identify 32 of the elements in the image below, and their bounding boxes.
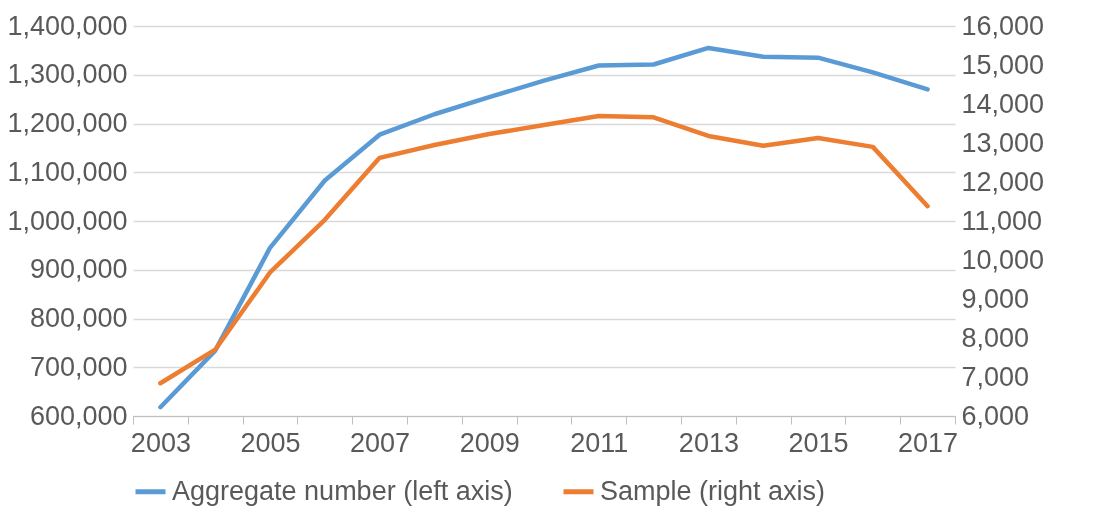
x-tick-label: 2005	[240, 427, 301, 458]
y2-tick-label: 16,000	[961, 10, 1045, 41]
y-tick-label: 900,000	[29, 254, 128, 285]
y2-tick-label: 11,000	[961, 205, 1043, 236]
x-tick-label: 2015	[788, 427, 849, 458]
y2-tick-label: 9,000	[961, 283, 1030, 314]
y2-tick-label: 15,000	[961, 49, 1045, 80]
line-series	[158, 45, 930, 410]
x-tick-label: 2017	[898, 427, 959, 458]
y2-tick-label: 10,000	[961, 244, 1045, 275]
x-tick-label: 2013	[678, 427, 739, 458]
x-tick-label: 2011	[570, 427, 629, 458]
y-tick-label: 1,200,000	[7, 108, 128, 138]
y-tick-label: 600,000	[29, 400, 128, 431]
y2-tick-label: 14,000	[961, 88, 1045, 119]
legend-label: Sample (right axis)	[600, 475, 826, 506]
y2-tick-label: 13,000	[961, 127, 1045, 158]
legend-label: Aggregate number (left axis)	[172, 475, 513, 506]
x-tick-label: 2007	[350, 427, 411, 458]
x-tick-label: 2003	[130, 427, 191, 458]
y-tick-label: 1,100,000	[7, 156, 128, 187]
y-tick-label: 700,000	[29, 351, 128, 382]
y-tick-label: 1,000,000	[7, 205, 128, 236]
x-tick-label: 2009	[459, 427, 520, 458]
y2-tick-label: 6,000	[961, 400, 1030, 431]
y-tick-label: 1,300,000	[7, 59, 128, 90]
y2-tick-label: 8,000	[961, 322, 1030, 353]
y-tick-label: 800,000	[29, 303, 128, 333]
line-series	[158, 113, 930, 386]
y2-tick-label: 12,000	[961, 166, 1045, 197]
y-tick-label: 1,400,000	[7, 10, 128, 41]
y2-tick-label: 7,000	[961, 361, 1030, 392]
